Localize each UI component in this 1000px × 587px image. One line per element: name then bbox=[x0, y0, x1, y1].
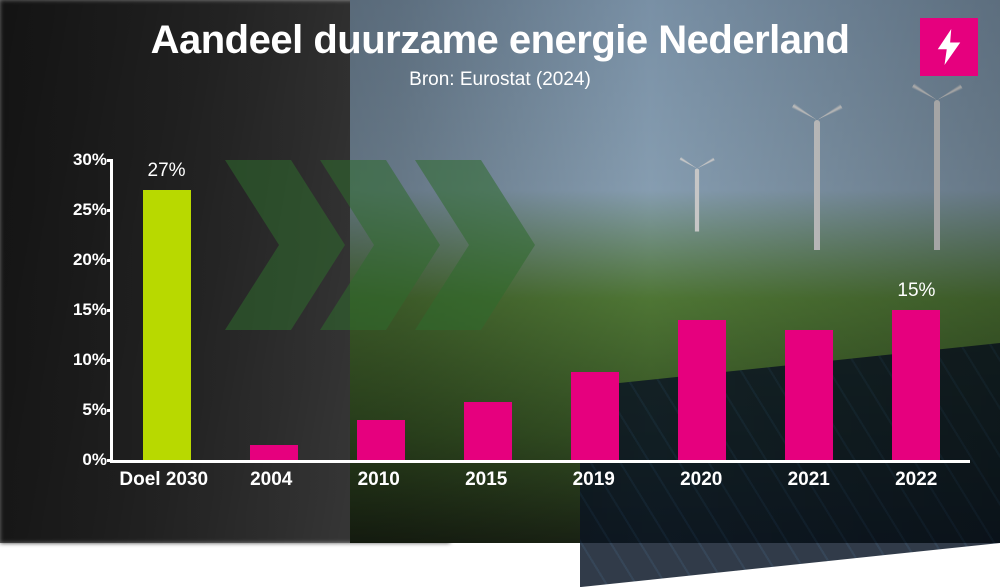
chart-subtitle: Bron: Eurostat (2024) bbox=[0, 69, 1000, 91]
bar-column bbox=[649, 160, 756, 460]
bar bbox=[357, 420, 405, 460]
bolt-icon bbox=[934, 29, 964, 65]
bar-column bbox=[220, 160, 327, 460]
x-axis-label: 2020 bbox=[648, 463, 756, 495]
bar-column: 27% bbox=[113, 160, 220, 460]
y-axis-tick-mark bbox=[107, 259, 113, 262]
y-axis-tick-mark bbox=[107, 409, 113, 412]
y-axis-tick-label: 5% bbox=[63, 400, 107, 420]
energy-badge bbox=[920, 18, 978, 76]
y-axis-tick-label: 15% bbox=[63, 300, 107, 320]
y-axis-tick-label: 30% bbox=[63, 150, 107, 170]
chart-header: Aandeel duurzame energie Nederland Bron:… bbox=[0, 18, 1000, 91]
x-axis-label: 2004 bbox=[218, 463, 326, 495]
x-axis-label: 2021 bbox=[755, 463, 863, 495]
bar-value-label: 27% bbox=[148, 160, 186, 182]
y-axis-tick-mark bbox=[107, 309, 113, 312]
y-axis-tick-mark bbox=[107, 359, 113, 362]
plot-area: 27%15% 0%5%10%15%20%25%30% bbox=[110, 160, 970, 463]
y-axis-tick-label: 25% bbox=[63, 200, 107, 220]
y-axis-tick-mark bbox=[107, 459, 113, 462]
x-axis-label: 2010 bbox=[325, 463, 433, 495]
bar-column: 15% bbox=[863, 160, 970, 460]
x-axis-label: 2019 bbox=[540, 463, 648, 495]
chart-title: Aandeel duurzame energie Nederland bbox=[0, 18, 1000, 63]
bar bbox=[464, 402, 512, 460]
bar bbox=[250, 445, 298, 460]
bar bbox=[785, 330, 833, 460]
bar-value-label: 15% bbox=[897, 280, 935, 302]
bar: 15% bbox=[892, 310, 940, 460]
x-axis-labels: Doel 20302004201020152019202020212022 bbox=[110, 463, 970, 495]
bar bbox=[678, 320, 726, 460]
y-axis-tick-label: 10% bbox=[63, 350, 107, 370]
y-axis-tick-mark bbox=[107, 159, 113, 162]
y-axis-tick-label: 20% bbox=[63, 250, 107, 270]
bar-column bbox=[327, 160, 434, 460]
x-axis-label: 2015 bbox=[433, 463, 541, 495]
bar-column bbox=[542, 160, 649, 460]
bar bbox=[571, 372, 619, 460]
x-axis-label: Doel 2030 bbox=[110, 463, 218, 495]
bar-column bbox=[756, 160, 863, 460]
bar-chart: 27%15% 0%5%10%15%20%25%30% Doel 20302004… bbox=[60, 160, 970, 495]
bar: 27% bbox=[143, 190, 191, 460]
y-axis-tick-label: 0% bbox=[63, 450, 107, 470]
bar-column bbox=[434, 160, 541, 460]
bar-group: 27% 15% bbox=[113, 160, 970, 460]
x-axis-label: 2022 bbox=[863, 463, 971, 495]
y-axis-tick-mark bbox=[107, 209, 113, 212]
